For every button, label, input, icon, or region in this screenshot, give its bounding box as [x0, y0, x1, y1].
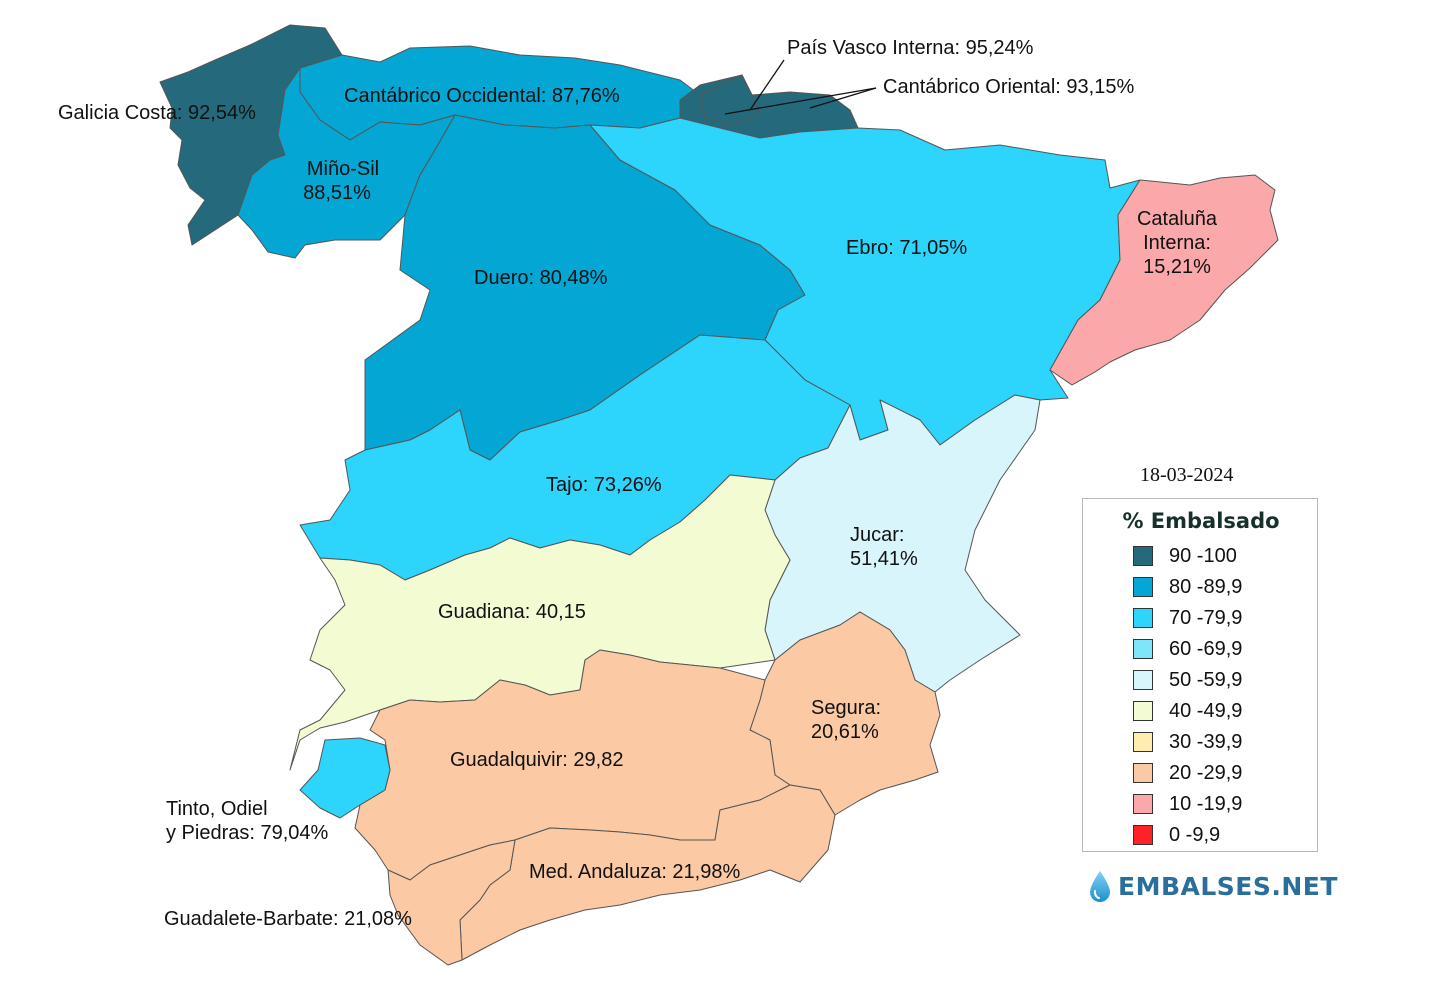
leader-line-pais-vasco	[749, 59, 785, 111]
label-cataluna-sub: Interna:	[1143, 232, 1211, 254]
legend-title: % Embalsado	[1122, 509, 1280, 533]
legend-swatch	[1133, 670, 1153, 690]
label-mino-sil-name: Miño-Sil	[306, 158, 380, 180]
label-mino-sil-value: 88,51%	[303, 182, 371, 204]
legend-swatch	[1133, 577, 1153, 597]
label-cantabrico-oriental: Cantábrico Oriental: 93,15%	[883, 76, 1135, 98]
brand-name: EMBALSES.NET	[1118, 872, 1338, 901]
label-cataluna-value: 15,21%	[1143, 256, 1211, 278]
region-mino-sil[interactable]	[237, 67, 456, 259]
label-tinto-value: y Piedras: 79,04%	[166, 822, 329, 844]
legend-swatch	[1133, 794, 1153, 814]
legend-swatch	[1133, 701, 1153, 721]
label-jucar-name: Jucar:	[850, 524, 905, 546]
label-guadalquivir: Guadalquivir: 29,82	[450, 749, 624, 771]
label-guadalete-barbate: Guadalete-Barbate: 21,08%	[164, 908, 412, 930]
legend-label: 60 -69,9	[1169, 638, 1243, 660]
legend-swatch	[1133, 608, 1153, 628]
leader-line-cantabrico-oriental-2	[809, 87, 877, 109]
legend-label: 30 -39,9	[1169, 731, 1243, 753]
label-segura-name: Segura:	[811, 697, 882, 719]
label-cataluna-name: Cataluña	[1136, 208, 1218, 230]
legend-swatch	[1133, 732, 1153, 752]
region-cataluna-interna[interactable]	[1049, 174, 1279, 386]
label-galicia-costa: Galicia Costa: 92,54%	[58, 102, 256, 124]
legend-swatch	[1133, 763, 1153, 783]
region-guadalete-barbate[interactable]	[387, 839, 516, 966]
label-segura-value: 20,61%	[811, 721, 879, 743]
label-cataluna-interna: Cataluña Interna: 15,21%	[1122, 207, 1232, 279]
legend-swatch	[1133, 639, 1153, 659]
label-ebro: Ebro: 71,05%	[846, 237, 968, 259]
legend-label: 90 -100	[1169, 545, 1237, 567]
label-segura: Segura: 20,61%	[811, 696, 881, 744]
label-cantabrico-occidental: Cantábrico Occidental: 87,76%	[344, 85, 620, 107]
leader-line-cantabrico-oriental-1	[724, 87, 877, 115]
label-jucar-value: 51,41%	[850, 548, 918, 570]
map-date: 18-03-2024	[1140, 464, 1234, 486]
label-duero: Duero: 80,48%	[474, 267, 608, 289]
legend-swatch	[1133, 825, 1153, 845]
region-pais-vasco-interna[interactable]	[699, 74, 761, 126]
legend-label: 10 -19,9	[1169, 793, 1243, 815]
region-tinto-odiel-piedras[interactable]	[299, 737, 391, 819]
label-pais-vasco-interna: País Vasco Interna: 95,24%	[787, 37, 1034, 59]
water-drop-icon	[1090, 871, 1110, 902]
legend-swatch	[1133, 546, 1153, 566]
legend-label: 70 -79,9	[1169, 607, 1243, 629]
legend-label: 20 -29,9	[1169, 762, 1243, 784]
region-ebro[interactable]	[589, 117, 1141, 446]
label-tajo: Tajo: 73,26%	[546, 474, 662, 496]
legend: % Embalsado 90 -100 80 -89,9 70 -79,9 60…	[1082, 498, 1318, 852]
label-tinto-name: Tinto, Odiel	[166, 798, 268, 820]
legend-label: 80 -89,9	[1169, 576, 1243, 598]
label-guadiana: Guadiana: 40,15	[438, 601, 586, 623]
legend-label: 50 -59,9	[1169, 669, 1243, 691]
label-mino-sil: Miño-Sil 88,51%	[288, 157, 398, 205]
legend-label: 40 -49,9	[1169, 700, 1243, 722]
label-jucar: Jucar: 51,41%	[850, 523, 918, 571]
legend-label: 0 -9,9	[1169, 824, 1221, 846]
label-tinto-odiel-piedras: Tinto, Odiel y Piedras: 79,04%	[166, 797, 328, 845]
label-med-andaluza: Med. Andaluza: 21,98%	[529, 861, 741, 883]
